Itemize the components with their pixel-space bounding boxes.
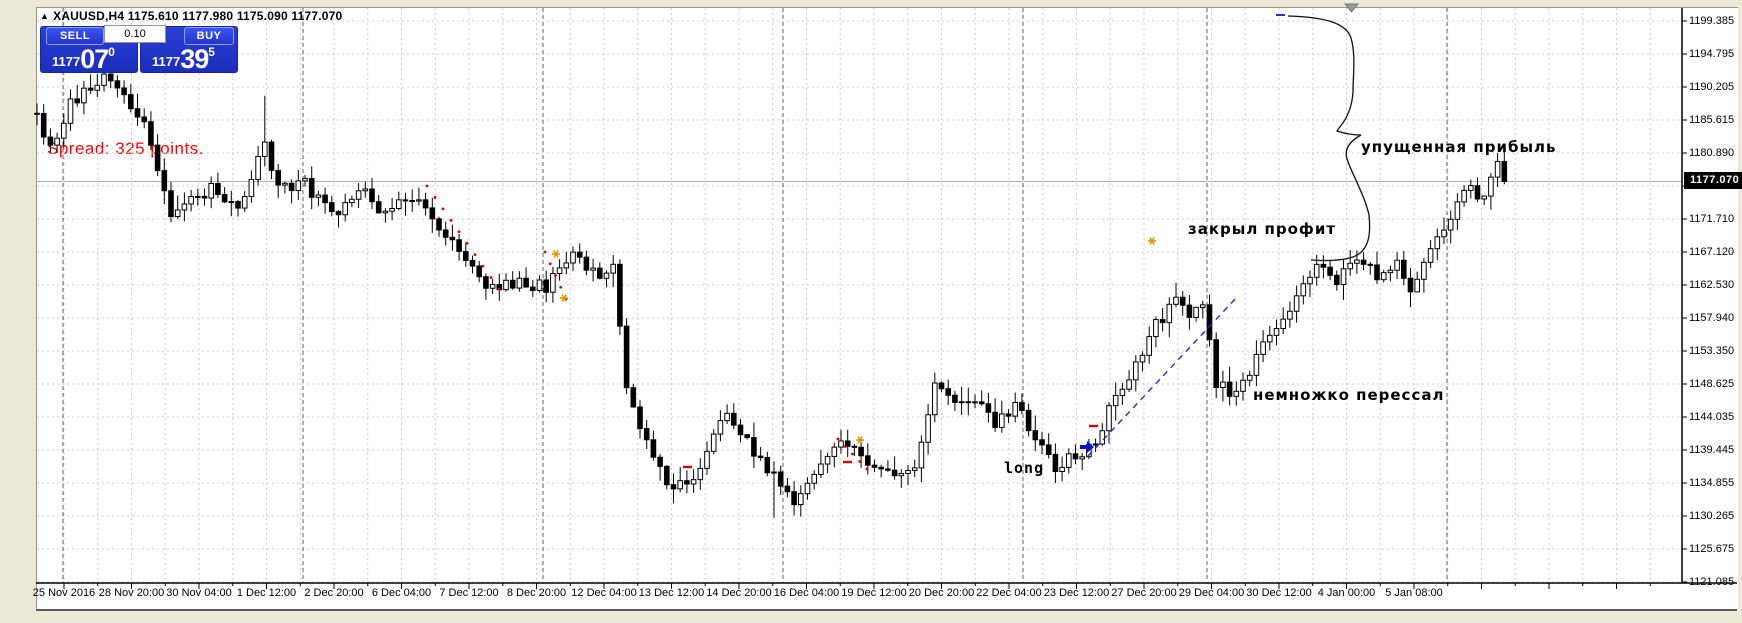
current-price-badge: 1177.070 (1684, 172, 1742, 190)
price-label: 1194.795 (1689, 48, 1735, 60)
price-label: 1130.265 (1689, 510, 1735, 522)
sell-price-sup: 0 (108, 45, 115, 59)
window-bottom-border (36, 609, 1737, 611)
annotation-long-entry: long (1004, 459, 1045, 477)
time-label: 30 Nov 04:00 (166, 587, 232, 599)
annotation-overheld: немножко перессал (1253, 386, 1445, 404)
lot-size-input[interactable] (104, 25, 166, 43)
price-label: 1180.890 (1689, 147, 1735, 159)
price-label: 1167.120 (1689, 246, 1735, 258)
time-label: 30 Dec 12:00 (1246, 587, 1312, 599)
price-label: 1153.350 (1689, 345, 1735, 357)
time-label: 22 Dec 04:00 (976, 587, 1042, 599)
price-label: 1144.035 (1689, 411, 1735, 423)
time-label: 5 Jan 08:00 (1385, 587, 1443, 599)
buy-price-big: 39 (180, 44, 209, 74)
price-label: 1148.625 (1689, 378, 1735, 390)
sell-price-base: 1177 (52, 54, 81, 69)
price-label: 1199.385 (1689, 15, 1735, 27)
time-label: 16 Dec 04:00 (773, 587, 840, 599)
time-label: 7 Dec 12:00 (439, 587, 499, 599)
buy-price-sup: 5 (208, 45, 215, 59)
price-label: 1125.675 (1689, 543, 1735, 555)
time-label: 19 Dec 12:00 (841, 587, 907, 599)
time-label: 1 Dec 12:00 (236, 587, 297, 599)
time-label: 12 Dec 04:00 (571, 587, 637, 599)
time-label: 6 Dec 04:00 (371, 587, 432, 599)
time-label: 2 Dec 20:00 (304, 587, 364, 599)
spread-comment: Spread: 325 points. (47, 139, 204, 158)
time-label: 23 Dec 12:00 (1043, 587, 1110, 599)
time-label: 28 Nov 20:00 (98, 587, 165, 599)
annotation-closed-profit: закрыл профит (1188, 220, 1337, 238)
time-label: 4 Jan 00:00 (1317, 587, 1376, 599)
price-label: 1171.710 (1689, 213, 1735, 225)
symbol-ohlc-text: XAUUSD,H4 1175.610 1177.980 1175.090 117… (53, 9, 343, 23)
buy-button[interactable]: BUY (184, 27, 234, 45)
buy-price[interactable]: 1177395 (152, 44, 215, 75)
price-label: 1157.940 (1689, 312, 1735, 324)
chart-client-area[interactable] (36, 7, 1738, 611)
time-label: 29 Dec 04:00 (1178, 587, 1245, 599)
time-label: 25 Nov 2016 (32, 587, 96, 599)
chart-title: ▲ XAUUSD,H4 1175.610 1177.980 1175.090 11… (40, 9, 342, 23)
time-label: 27 Dec 20:00 (1111, 587, 1177, 599)
buy-price-base: 1177 (152, 54, 181, 69)
time-label: 8 Dec 20:00 (506, 587, 567, 599)
sell-price[interactable]: 1177070 (52, 44, 115, 75)
price-label: 1162.530 (1689, 279, 1735, 291)
sell-button[interactable]: SELL (46, 27, 104, 45)
price-label: 1139.445 (1689, 444, 1735, 456)
price-label: 1190.205 (1689, 81, 1735, 93)
price-label: 1185.615 (1689, 114, 1735, 126)
one-click-trading-panel: SELL BUY 1177070 1177395 (38, 24, 238, 75)
time-label: 14 Dec 20:00 (706, 587, 772, 599)
time-label: 13 Dec 12:00 (638, 587, 705, 599)
collapse-triangle-icon: ▲ (40, 11, 50, 21)
annotation-missed-profit: упущенная прибыль (1361, 138, 1557, 156)
time-label: 20 Dec 20:00 (908, 587, 975, 599)
price-label: 1134.855 (1689, 477, 1735, 489)
price-label: 1121.085 (1689, 576, 1735, 588)
sell-price-big: 07 (80, 44, 109, 74)
